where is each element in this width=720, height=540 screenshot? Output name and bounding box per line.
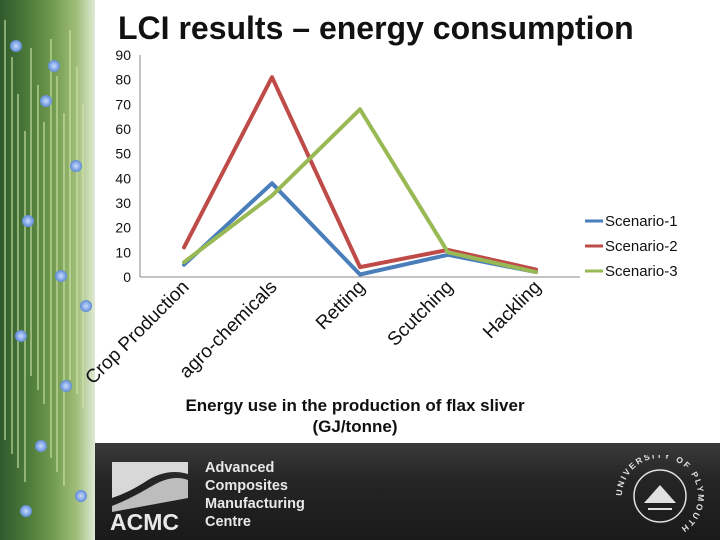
flax-flower — [40, 95, 52, 107]
flax-flower — [22, 215, 34, 227]
y-tick-label: 90 — [115, 47, 131, 63]
y-tick-label: 50 — [115, 146, 131, 162]
acmc-logo-text: ACMC — [110, 509, 179, 532]
flax-stem — [75, 67, 78, 394]
org-line-3: Manufacturing — [205, 496, 305, 512]
y-tick-label: 70 — [115, 96, 131, 112]
flax-flower — [80, 300, 92, 312]
flax-flower — [20, 505, 32, 517]
flax-stem — [49, 39, 52, 458]
x-tick-label: Scutching — [384, 277, 458, 351]
flax-field-image — [0, 0, 95, 540]
x-tick-label: Retting — [312, 277, 369, 334]
org-line-1: Advanced — [205, 460, 275, 476]
x-tick-label: Hackling — [479, 277, 545, 343]
chart-legend: Scenario-1 Scenario-2 Scenario-3 — [585, 213, 678, 280]
flax-stem — [88, 21, 91, 302]
series-line-3 — [182, 107, 538, 275]
y-tick-label: 40 — [115, 170, 131, 186]
flax-flower — [48, 60, 60, 72]
legend-label-2: Scenario-2 — [605, 238, 678, 255]
x-tick-label: Crop Production — [82, 277, 194, 389]
caption-line-2: (GJ/tonne) — [312, 417, 398, 436]
y-tick-label: 80 — [115, 72, 131, 88]
flax-stem — [10, 57, 13, 454]
flax-flower — [10, 40, 22, 52]
university-seal: UNIVERSITY OF PLYMOUTH — [614, 455, 704, 535]
y-tick-label: 0 — [123, 269, 131, 285]
flax-stem — [36, 85, 39, 390]
flax-stem — [69, 30, 71, 380]
chart-caption: Energy use in the production of flax sli… — [140, 395, 570, 437]
slide-title: LCI results – energy consumption — [118, 10, 634, 46]
flax-stem — [30, 48, 32, 376]
flax-flower — [60, 380, 72, 392]
flax-flower — [55, 270, 67, 282]
org-line-4: Centre — [205, 514, 251, 530]
legend-label-3: Scenario-3 — [605, 263, 678, 280]
flax-stem — [4, 20, 6, 440]
acmc-logo: ACMC — [110, 462, 188, 532]
y-tick-label: 10 — [115, 244, 131, 260]
flax-stem — [82, 104, 84, 408]
y-tick-label: 30 — [115, 195, 131, 211]
series-lines — [182, 75, 538, 277]
legend-label-1: Scenario-1 — [605, 213, 678, 230]
y-tick-label: 20 — [115, 220, 131, 236]
footer-band — [95, 443, 720, 540]
flax-flower — [70, 160, 82, 172]
y-tick-labels: 0 10 20 30 40 50 60 70 80 90 — [115, 47, 131, 285]
org-line-2: Composites — [205, 478, 288, 494]
flax-flower — [15, 330, 27, 342]
flax-stem — [43, 122, 45, 404]
y-tick-label: 60 — [115, 121, 131, 137]
flax-flower — [35, 440, 47, 452]
flax-flower — [75, 490, 87, 502]
flax-stem — [17, 94, 19, 468]
caption-line-1: Energy use in the production of flax sli… — [185, 396, 525, 415]
flax-stem — [62, 113, 65, 486]
org-name: Advanced Composites Manufacturing Centre — [205, 459, 305, 531]
series-line-2 — [182, 75, 538, 272]
line-chart: 0 10 20 30 40 50 60 70 80 90 Crop Productionagro-… — [82, 47, 678, 389]
flax-stem — [23, 131, 26, 482]
